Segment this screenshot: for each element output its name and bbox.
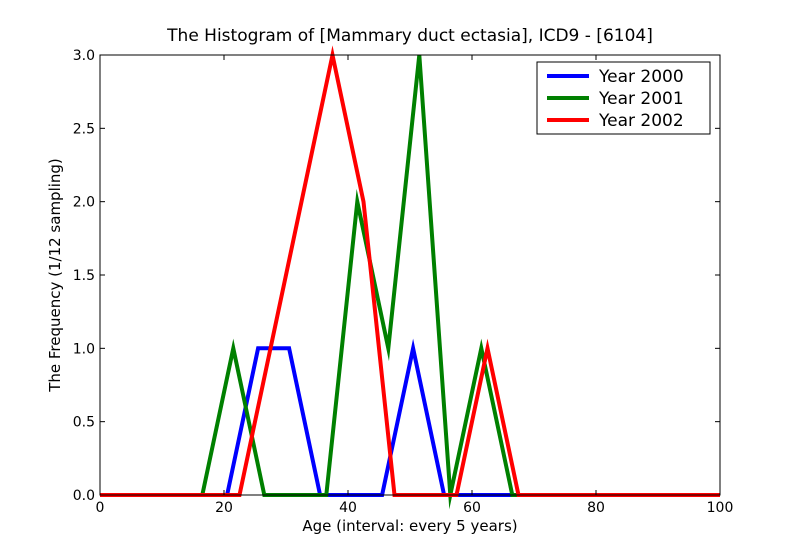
- x-tick-label: 20: [215, 500, 233, 516]
- y-tick-label: 2.5: [73, 121, 95, 137]
- y-tick-label: 1.5: [73, 268, 95, 284]
- y-tick-label: 1.0: [73, 341, 95, 357]
- ticks-layer: 0 20 40 60 80 100 0.0 0.5 1.0 1.5 2.0 2.5 3.0: [73, 48, 734, 516]
- y-tick-label: 0.5: [73, 415, 95, 431]
- y-tick-label: 2.0: [73, 195, 95, 211]
- legend-label-3: Year 2002: [598, 111, 684, 131]
- x-axis-label: Age (interval: every 5 years): [302, 517, 517, 535]
- x-tick-label: 60: [463, 500, 481, 516]
- x-tick-label: 0: [96, 500, 105, 516]
- y-tick-label: 3.0: [73, 48, 95, 64]
- y-axis-label: The Frequency (1/12 sampling): [46, 158, 64, 393]
- y-tick-label: 0.0: [73, 488, 95, 504]
- legend-label-1: Year 2000: [598, 67, 684, 87]
- x-tick-label: 80: [587, 500, 605, 516]
- x-tick-label: 100: [707, 500, 734, 516]
- x-tick-label: 40: [339, 500, 357, 516]
- chart-title: The Histogram of [Mammary duct ectasia],…: [166, 26, 653, 46]
- legend-label-2: Year 2001: [598, 89, 684, 109]
